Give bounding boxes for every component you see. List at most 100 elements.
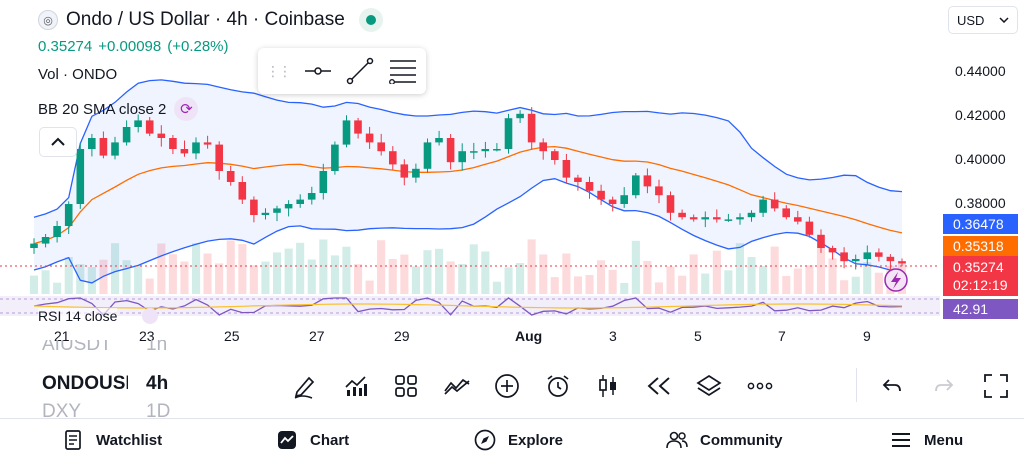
time-axis-label: 3 (609, 328, 617, 344)
rsi-indicator-label[interactable]: RSI 14 close (38, 308, 118, 324)
nav-explore[interactable]: Explore (474, 429, 563, 451)
candle-body (678, 212, 686, 218)
candle (805, 216, 814, 238)
candle-body (782, 208, 790, 218)
candle-body (192, 142, 200, 154)
layers-icon[interactable] (684, 366, 735, 406)
brush-icon[interactable] (280, 366, 331, 406)
collapse-legend-button[interactable] (39, 127, 77, 157)
volume-bar (354, 264, 363, 294)
candle-body (551, 151, 559, 160)
candle (365, 126, 374, 149)
symbol-title[interactable]: Ondo / US Dollar · 4h · Coinbase (66, 9, 345, 30)
candle-body (145, 120, 154, 134)
candle (770, 192, 779, 212)
candles-icon[interactable] (583, 366, 634, 406)
volume-bar (585, 275, 594, 294)
price-axis-label: 0.42000 (955, 107, 1006, 123)
compare-icon[interactable] (432, 366, 483, 406)
redo-icon[interactable] (918, 366, 970, 406)
candle (666, 191, 675, 221)
symbol-timeframe: 4h (146, 373, 169, 394)
trend-line-tool-icon[interactable] (346, 56, 374, 86)
candle-body (157, 133, 166, 138)
candle (608, 196, 617, 212)
bollinger-label-text: BB 20 SMA close 2 (38, 100, 167, 118)
last-price-tag-value: 0.35274 (953, 259, 1004, 275)
fib-levels-tool-icon[interactable] (388, 56, 418, 86)
candle-body (817, 234, 825, 248)
candle (400, 159, 409, 186)
candle (412, 163, 420, 183)
symbol-picker[interactable]: AIUSDT 1h ONDOUSD 4h DXY 1D (42, 340, 182, 420)
currency-select[interactable]: USD (948, 6, 1018, 34)
refresh-icon[interactable]: ⟳ (174, 97, 199, 121)
candle-body (41, 237, 50, 244)
nav-community[interactable]: Community (666, 429, 783, 451)
candle (516, 110, 524, 123)
candle-body (724, 219, 733, 221)
candle (574, 174, 582, 191)
bollinger-indicator-label[interactable]: BB 20 SMA close 2 ⟳ (38, 97, 199, 121)
candle-body (886, 256, 895, 262)
candle (817, 229, 825, 253)
nav-menu[interactable]: Menu (890, 429, 963, 451)
candle-body (689, 217, 698, 220)
compass-icon (474, 429, 496, 451)
volume-bar (342, 246, 351, 294)
replay-icon[interactable] (634, 366, 685, 406)
chevron-down-icon (999, 17, 1009, 23)
indicators-icon[interactable] (331, 366, 382, 406)
candle-body (701, 217, 709, 220)
volume-bar (759, 266, 768, 294)
drag-handle-icon[interactable]: ⋮⋮ (266, 62, 292, 79)
more-icon[interactable] (735, 366, 786, 406)
volume-bar (805, 265, 814, 294)
nav-chart[interactable]: Chart (276, 429, 349, 451)
candle-body (180, 149, 189, 154)
volume-bar (377, 240, 386, 294)
candle-body (446, 138, 455, 163)
symbol-row[interactable]: DXY 1D (42, 401, 182, 420)
candle-body (400, 164, 409, 178)
candle-body (250, 199, 258, 215)
candle-body (284, 204, 293, 209)
candle-body (134, 120, 142, 127)
symbol-header[interactable]: ◎ Ondo / US Dollar · 4h · Coinbase (38, 8, 383, 32)
volume-bar (492, 281, 501, 294)
candle-body (354, 120, 362, 134)
nav-watchlist[interactable]: Watchlist (62, 429, 162, 451)
price-change-pct: (+0.28%) (167, 38, 229, 55)
volume-bar (330, 255, 339, 294)
volume-bar (770, 246, 779, 294)
candle (354, 117, 362, 139)
volume-bar (481, 251, 490, 294)
undo-icon[interactable] (866, 366, 918, 406)
symbol-row[interactable]: AIUSDT 1h (42, 340, 182, 356)
candle (88, 133, 96, 157)
candle (701, 211, 709, 228)
templates-icon[interactable] (381, 366, 432, 406)
bollinger-basis-line (33, 145, 903, 245)
symbol-row-selected[interactable]: ONDOUSD 4h (42, 373, 182, 395)
time-axis-label: 25 (224, 328, 240, 344)
add-icon[interactable] (482, 366, 533, 406)
candle-body (759, 199, 767, 213)
time-axis-label: 7 (778, 328, 786, 344)
fullscreen-icon[interactable] (970, 366, 1022, 406)
candle-body (122, 127, 131, 143)
alert-icon[interactable] (533, 366, 584, 406)
horizontal-line-tool-icon[interactable] (304, 56, 332, 86)
time-axis-label: 21 (54, 328, 70, 344)
market-status-icon[interactable] (358, 8, 383, 32)
candle (30, 238, 38, 254)
candle (782, 205, 790, 220)
candle-body (574, 177, 582, 182)
volume-bar (666, 266, 675, 294)
drawing-toolbar[interactable]: ⋮⋮ (258, 48, 426, 94)
candle (689, 214, 698, 222)
candle-body (412, 168, 420, 178)
candle-body (828, 248, 837, 253)
volume-indicator-label[interactable]: Vol · ONDO (38, 66, 118, 83)
